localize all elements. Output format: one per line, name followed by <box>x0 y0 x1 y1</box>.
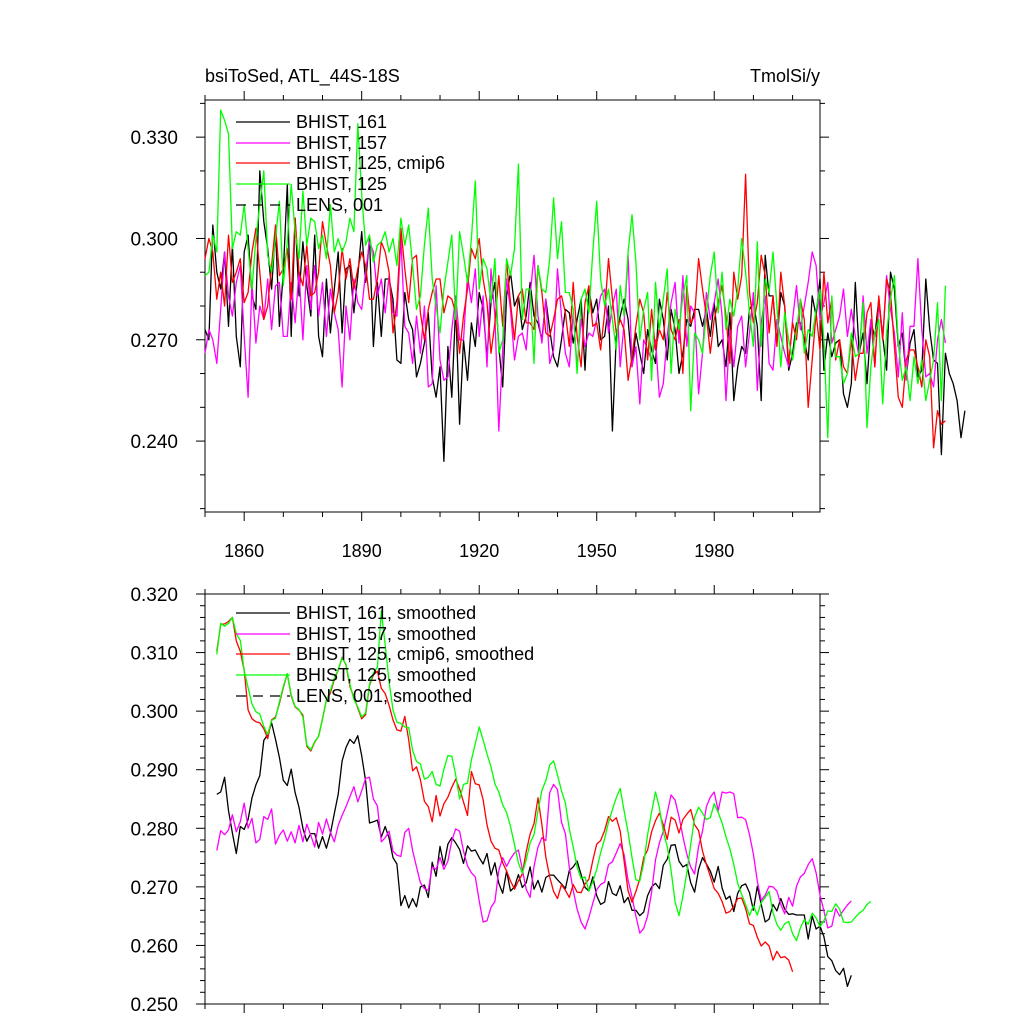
bottom-series-group <box>216 610 872 988</box>
top-legend-label-0: BHIST, 161 <box>296 112 387 132</box>
top-xtick-label-1: 1890 <box>342 541 382 561</box>
bottom-ytick-label-6: 0.310 <box>130 644 178 665</box>
top-legend: BHIST, 161 BHIST, 157 BHIST, 125, cmip6 … <box>236 112 445 215</box>
top-ytick-label-0: 0.240 <box>130 432 178 453</box>
bottom-legend-label-0: BHIST, 161, smoothed <box>296 603 476 623</box>
bottom-ytick-label-7: 0.320 <box>130 585 178 606</box>
top-legend-label-4: LENS, 001 <box>296 195 383 215</box>
top-ytick-label-2: 0.300 <box>130 229 178 250</box>
top-xtick-label-4: 1980 <box>694 541 734 561</box>
top-title-right: TmolSi/y <box>750 66 820 86</box>
bottom-legend-label-1: BHIST, 157, smoothed <box>296 624 476 644</box>
top-series-line-3 <box>204 109 947 439</box>
bottom-ytick-label-3: 0.280 <box>130 819 178 840</box>
bottom-ytick-label-4: 0.290 <box>130 761 178 782</box>
bottom-ytick-label-2: 0.270 <box>130 878 178 899</box>
bottom-series-line-1 <box>216 776 852 934</box>
top-series-line-0 <box>204 170 966 462</box>
top-series-group <box>204 109 966 462</box>
top-legend-label-2: BHIST, 125, cmip6 <box>296 153 445 173</box>
top-axes: 1860 1890 1920 1950 1980 0.240 0.270 0.300 0.330 <box>130 91 829 561</box>
top-series-line-2 <box>204 173 946 449</box>
bottom-ytick-label-0: 0.250 <box>130 995 178 1016</box>
bottom-ytick-label-5: 0.300 <box>130 702 178 723</box>
top-legend-label-1: BHIST, 157 <box>296 133 387 153</box>
bottom-ytick-label-1: 0.260 <box>130 936 178 957</box>
bottom-series-line-0 <box>216 722 852 988</box>
top-legend-label-3: BHIST, 125 <box>296 174 387 194</box>
bottom-axes: 0.250 0.260 0.270 0.280 0.290 0.300 0.310 0.320 <box>130 585 829 1016</box>
bottom-legend: BHIST, 161, smoothed BHIST, 157, smoothe… <box>236 603 534 706</box>
bottom-legend-label-4: LENS, 001, smoothed <box>296 686 472 706</box>
bottom-legend-label-2: BHIST, 125, cmip6, smoothed <box>296 644 534 664</box>
top-xtick-label-3: 1950 <box>577 541 617 561</box>
bottom-panel: 0.250 0.260 0.270 0.280 0.290 0.300 0.310 0.320… <box>130 585 872 1016</box>
bottom-legend-label-3: BHIST, 125, smoothed <box>296 665 476 685</box>
top-title-left: bsiToSed, ATL_44S-18S <box>205 66 400 87</box>
bottom-series-line-3 <box>216 610 872 942</box>
bottom-plot-frame <box>204 593 821 1005</box>
top-ytick-label-3: 0.330 <box>130 128 178 149</box>
top-xtick-label-0: 1860 <box>224 541 264 561</box>
top-ytick-label-1: 0.270 <box>130 331 178 352</box>
top-xtick-label-2: 1920 <box>459 541 499 561</box>
top-panel: bsiToSed, ATL_44S-18S TmolSi/y 1860 1890 1… <box>130 66 966 561</box>
